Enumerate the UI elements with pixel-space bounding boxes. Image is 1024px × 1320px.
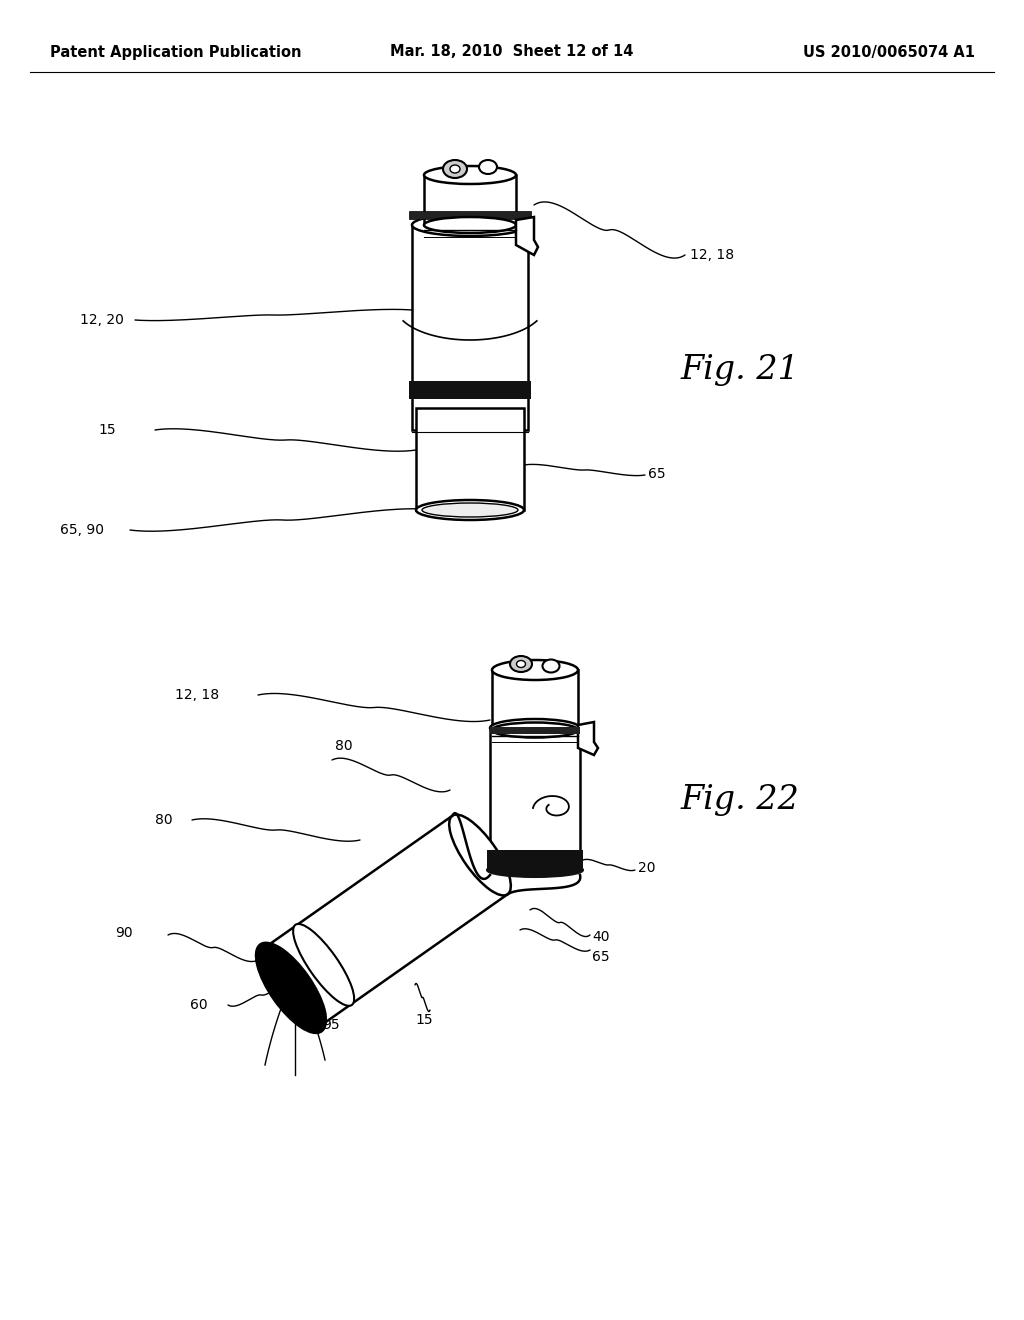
Ellipse shape	[416, 500, 524, 520]
Bar	[409, 381, 531, 399]
Ellipse shape	[492, 660, 578, 680]
Ellipse shape	[510, 656, 532, 672]
Bar	[487, 850, 583, 870]
Ellipse shape	[487, 863, 583, 876]
Text: 95: 95	[322, 1018, 340, 1032]
Text: 65, 90: 65, 90	[60, 523, 104, 537]
Text: 65: 65	[648, 467, 666, 480]
Ellipse shape	[293, 924, 354, 1006]
Polygon shape	[416, 408, 524, 510]
Ellipse shape	[424, 166, 516, 183]
Ellipse shape	[516, 660, 525, 668]
Polygon shape	[490, 729, 580, 870]
Polygon shape	[267, 816, 508, 1024]
Polygon shape	[516, 216, 538, 255]
Ellipse shape	[261, 944, 326, 1028]
Ellipse shape	[492, 722, 578, 738]
Text: US 2010/0065074 A1: US 2010/0065074 A1	[803, 45, 975, 59]
Ellipse shape	[450, 814, 511, 895]
Text: Fig. 21: Fig. 21	[680, 354, 799, 385]
Text: 12, 20: 12, 20	[80, 313, 124, 327]
Text: 15: 15	[98, 422, 116, 437]
Text: 60: 60	[190, 998, 208, 1012]
Ellipse shape	[422, 503, 518, 517]
Ellipse shape	[543, 660, 559, 672]
Text: Mar. 18, 2010  Sheet 12 of 14: Mar. 18, 2010 Sheet 12 of 14	[390, 45, 634, 59]
Ellipse shape	[443, 160, 467, 178]
Polygon shape	[578, 722, 598, 755]
Text: 12, 18: 12, 18	[175, 688, 219, 702]
Bar	[409, 211, 531, 219]
Ellipse shape	[412, 214, 528, 236]
Ellipse shape	[479, 160, 497, 174]
Polygon shape	[424, 176, 516, 224]
Ellipse shape	[424, 216, 516, 234]
Ellipse shape	[450, 165, 460, 173]
Text: 12, 18: 12, 18	[690, 248, 734, 261]
Polygon shape	[412, 224, 528, 430]
Text: 20: 20	[638, 861, 655, 875]
Polygon shape	[492, 671, 578, 730]
Text: 15: 15	[415, 1012, 432, 1027]
Text: 80: 80	[155, 813, 173, 828]
Text: 65: 65	[592, 950, 609, 964]
Ellipse shape	[256, 942, 326, 1032]
Bar	[490, 727, 580, 734]
Text: 80: 80	[335, 739, 352, 752]
Ellipse shape	[490, 719, 580, 737]
Text: Fig. 22: Fig. 22	[680, 784, 799, 816]
Text: 90: 90	[115, 927, 133, 940]
Text: 40: 40	[592, 931, 609, 944]
Text: Patent Application Publication: Patent Application Publication	[50, 45, 301, 59]
